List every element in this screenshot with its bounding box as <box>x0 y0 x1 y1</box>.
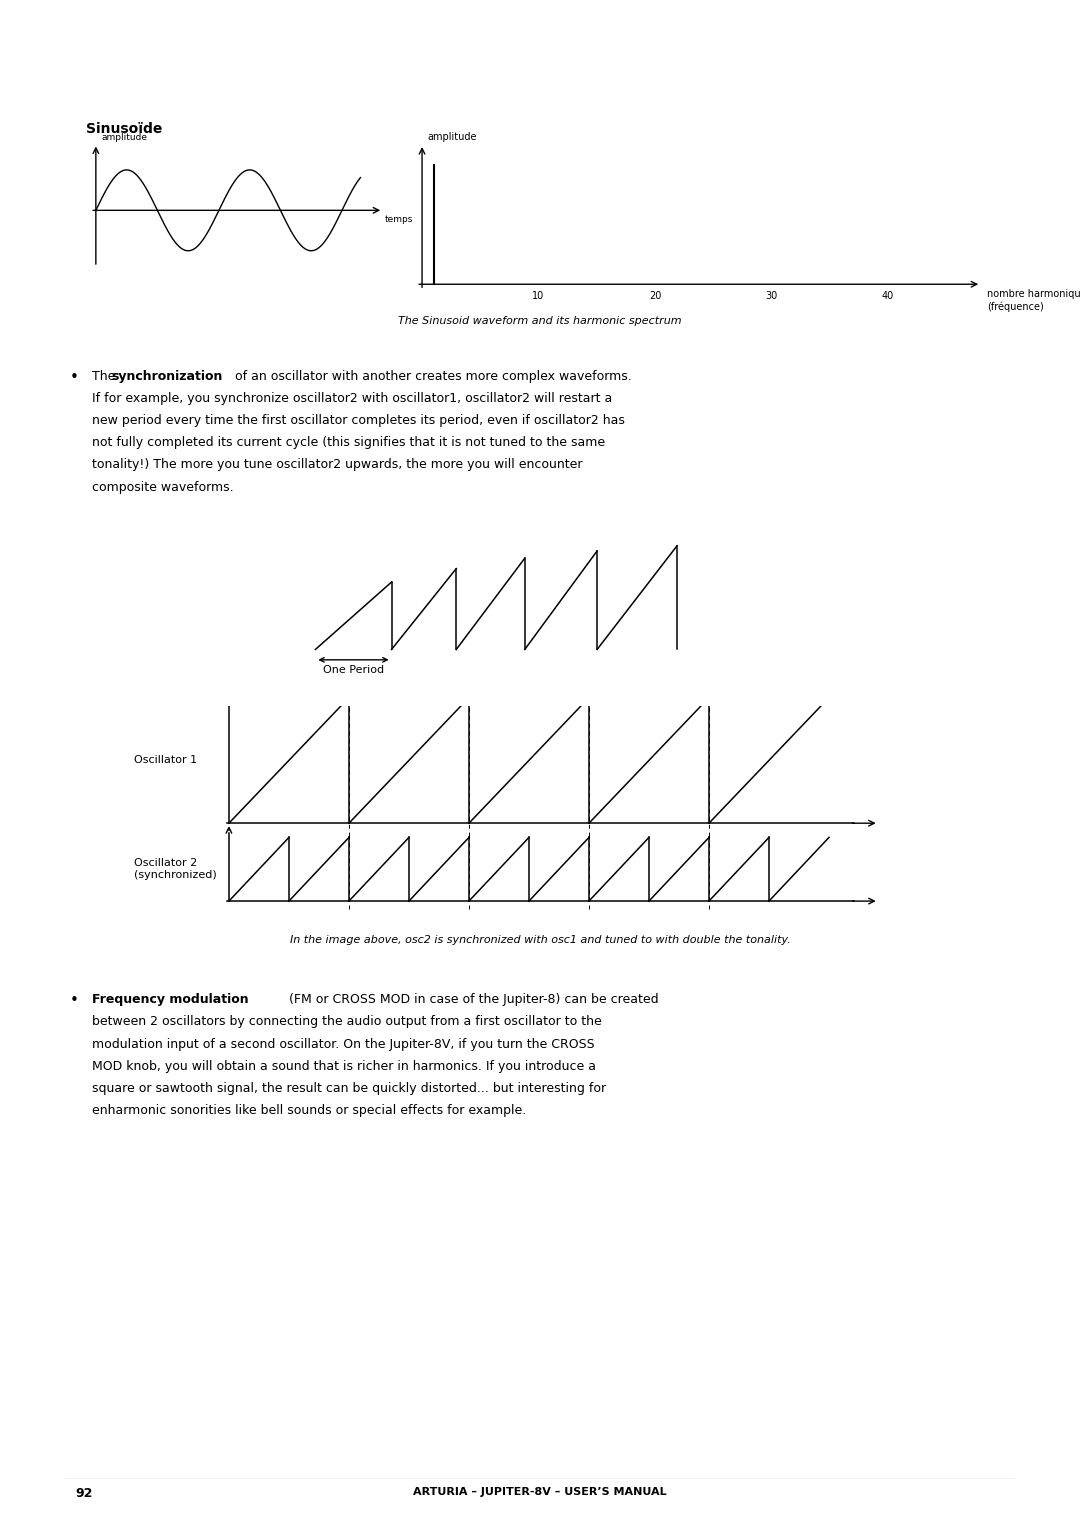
Text: 40: 40 <box>881 292 894 301</box>
Text: The Sinusoid waveform and its harmonic spectrum: The Sinusoid waveform and its harmonic s… <box>399 316 681 327</box>
Text: of an oscillator with another creates more complex waveforms.: of an oscillator with another creates mo… <box>235 370 632 384</box>
Text: new period every time the first oscillator completes its period, even if oscilla: new period every time the first oscillat… <box>92 414 624 428</box>
Text: Sinusoïde: Sinusoïde <box>86 122 163 136</box>
Text: nombre harmonique
(fréquence): nombre harmonique (fréquence) <box>987 289 1080 312</box>
Text: ARTURIA – JUPITER-8V – USER’S MANUAL: ARTURIA – JUPITER-8V – USER’S MANUAL <box>414 1487 666 1497</box>
Text: not fully completed its current cycle (this signifies that it is not tuned to th: not fully completed its current cycle (t… <box>92 435 605 449</box>
Text: One Period: One Period <box>323 665 384 675</box>
Text: amplitude: amplitude <box>102 133 148 142</box>
Text: Oscillator 1: Oscillator 1 <box>134 755 197 766</box>
Text: synchronization: synchronization <box>111 370 222 384</box>
Text: 30: 30 <box>766 292 778 301</box>
Text: If for example, you synchronize oscillator2 with oscillator1, oscillator2 will r: If for example, you synchronize oscillat… <box>92 391 612 405</box>
Text: Frequency modulation: Frequency modulation <box>92 993 248 1007</box>
Text: In the image above, osc2 is synchronized with osc1 and tuned to with double the : In the image above, osc2 is synchronized… <box>289 935 791 946</box>
Text: composite waveforms.: composite waveforms. <box>92 480 233 494</box>
Text: 92: 92 <box>76 1487 93 1500</box>
Text: •: • <box>70 993 79 1008</box>
Text: 10: 10 <box>532 292 544 301</box>
Text: temps: temps <box>386 215 414 225</box>
Text: MOD knob, you will obtain a sound that is richer in harmonics. If you introduce : MOD knob, you will obtain a sound that i… <box>92 1060 596 1073</box>
Text: tonality!) The more you tune oscillator2 upwards, the more you will encounter: tonality!) The more you tune oscillator2… <box>92 458 582 472</box>
Text: amplitude: amplitude <box>428 131 477 142</box>
Text: Oscillator 2
(synchronized): Oscillator 2 (synchronized) <box>134 859 216 880</box>
Text: 20: 20 <box>649 292 661 301</box>
Text: enharmonic sonorities like bell sounds or special effects for example.: enharmonic sonorities like bell sounds o… <box>92 1103 526 1117</box>
Text: (FM or CROSS MOD in case of the Jupiter-8) can be created: (FM or CROSS MOD in case of the Jupiter-… <box>289 993 659 1007</box>
Text: square or sawtooth signal, the result can be quickly distorted... but interestin: square or sawtooth signal, the result ca… <box>92 1082 606 1096</box>
Text: modulation input of a second oscillator. On the Jupiter-8V, if you turn the CROS: modulation input of a second oscillator.… <box>92 1038 594 1051</box>
Text: •: • <box>70 370 79 385</box>
Text: The: The <box>92 370 119 384</box>
Text: between 2 oscillators by connecting the audio output from a first oscillator to : between 2 oscillators by connecting the … <box>92 1016 602 1028</box>
